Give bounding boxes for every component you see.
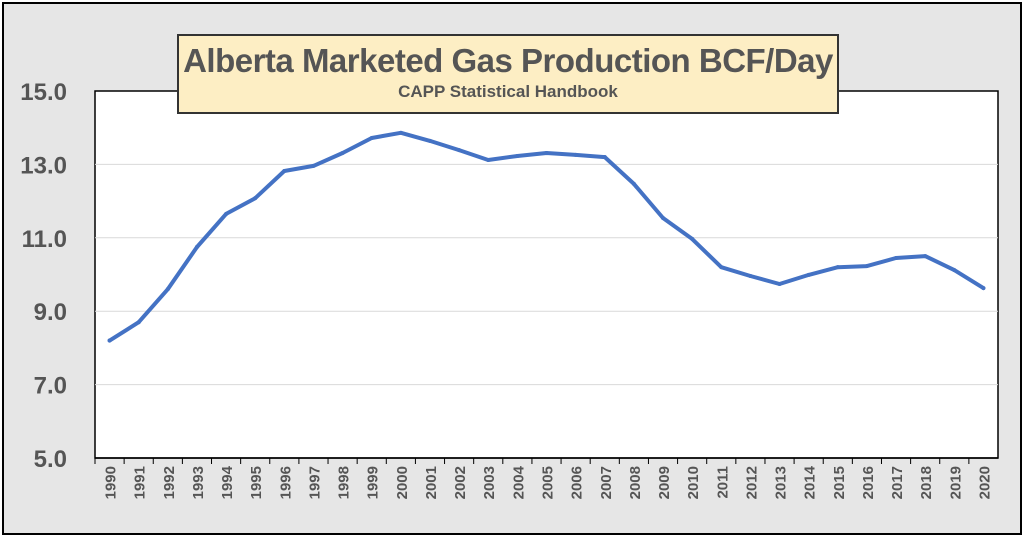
data-point <box>165 287 170 292</box>
data-point <box>282 169 287 174</box>
y-tick-label: 13.0 <box>20 152 67 179</box>
chart-title: Alberta Marketed Gas Production BCF/Day <box>183 42 833 79</box>
data-point <box>806 272 811 277</box>
data-point <box>864 264 869 269</box>
data-point <box>894 255 899 260</box>
x-tick-label: 2009 <box>656 466 673 499</box>
data-point <box>253 196 258 201</box>
y-tick-label: 7.0 <box>34 373 67 400</box>
data-point <box>340 151 345 156</box>
x-tick-label: 2005 <box>540 466 557 499</box>
data-point <box>923 254 928 259</box>
x-tick-label: 1991 <box>132 466 149 499</box>
data-point <box>224 211 229 216</box>
data-point <box>427 138 432 143</box>
data-point <box>602 155 607 160</box>
x-tick-label: 2019 <box>947 466 964 499</box>
data-point <box>136 320 141 325</box>
x-tick-label: 2003 <box>481 466 498 499</box>
data-point <box>194 244 199 249</box>
x-tick-label: 2013 <box>773 466 790 499</box>
x-tick-label: 2008 <box>627 466 644 499</box>
data-point <box>457 148 462 153</box>
data-point <box>515 153 520 158</box>
x-tick-label: 2012 <box>743 466 760 499</box>
data-point <box>835 265 840 270</box>
x-tick-label: 2010 <box>685 466 702 499</box>
x-tick-label: 2007 <box>598 466 615 499</box>
x-tick-label: 1996 <box>277 466 294 499</box>
x-tick-label: 1992 <box>161 466 178 499</box>
data-point <box>952 268 957 273</box>
x-tick-label: 1999 <box>365 466 382 499</box>
x-tick-label: 2004 <box>510 465 527 499</box>
x-tick-label: 2014 <box>802 465 819 499</box>
data-point <box>981 286 986 291</box>
data-point <box>719 265 724 270</box>
x-tick-label: 1997 <box>306 466 323 499</box>
data-point <box>369 135 374 140</box>
data-point <box>690 236 695 241</box>
data-point <box>544 151 549 156</box>
y-tick-label: 15.0 <box>20 79 67 106</box>
data-point <box>486 157 491 162</box>
x-tick-label: 2000 <box>394 466 411 499</box>
data-point <box>631 181 636 186</box>
x-tick-label: 2001 <box>423 466 440 499</box>
x-tick-label: 1994 <box>219 465 236 499</box>
plot-area <box>94 90 999 459</box>
x-tick-label: 2016 <box>860 466 877 499</box>
x-tick-label: 1995 <box>248 466 265 499</box>
data-point <box>398 130 403 135</box>
data-point <box>311 163 316 168</box>
x-tick-label: 2017 <box>889 466 906 499</box>
y-tick-label: 11.0 <box>22 226 67 253</box>
data-point <box>748 273 753 278</box>
x-tick-label: 2002 <box>452 466 469 499</box>
x-tick-label: 2011 <box>714 466 731 499</box>
x-tick-label: 2006 <box>569 466 586 499</box>
x-tick-label: 1990 <box>103 466 120 499</box>
x-tick-label: 2018 <box>918 466 935 499</box>
title-box: Alberta Marketed Gas Production BCF/Day … <box>177 34 839 114</box>
chart-subtitle: CAPP Statistical Handbook <box>398 82 618 101</box>
y-tick-label: 5.0 <box>34 446 67 473</box>
x-tick-label: 2020 <box>976 466 993 499</box>
data-point <box>107 338 112 343</box>
x-tick-label: 1993 <box>190 466 207 499</box>
x-tick-label: 2015 <box>831 466 848 499</box>
data-point <box>661 215 666 220</box>
y-tick-label: 9.0 <box>34 299 67 326</box>
data-point <box>777 282 782 287</box>
data-point <box>573 152 578 157</box>
x-tick-label: 1998 <box>336 466 353 499</box>
